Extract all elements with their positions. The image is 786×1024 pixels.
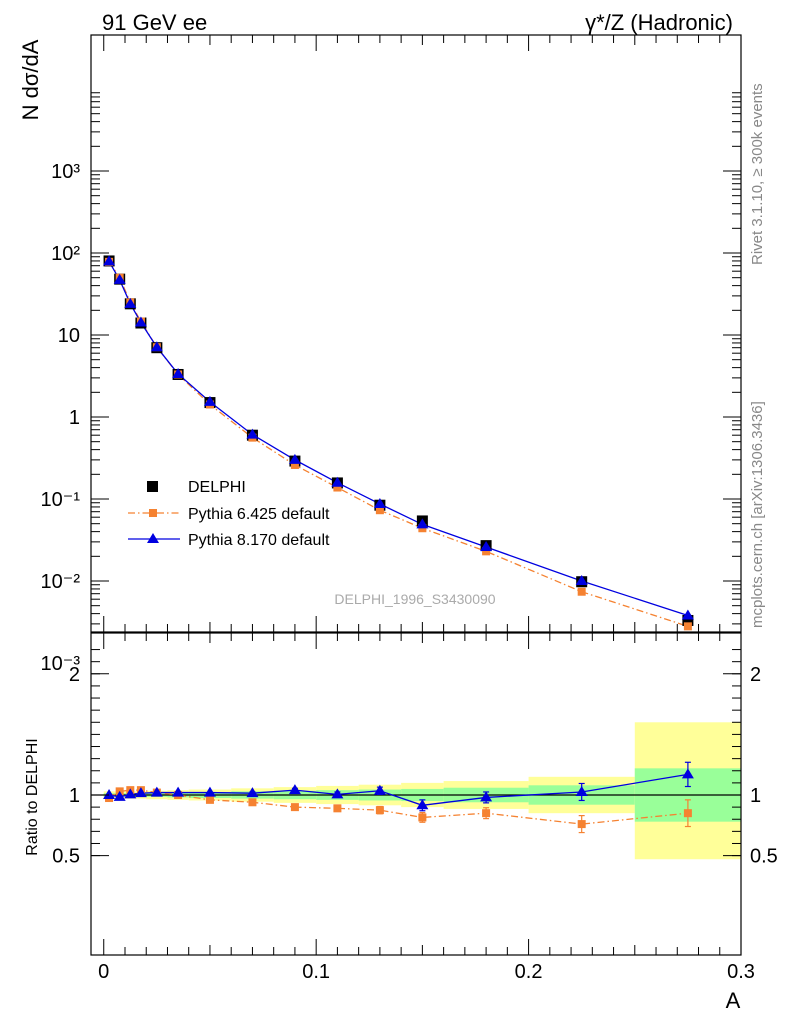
data-point-pythia8 — [331, 476, 344, 487]
x-tick-label: 0 — [98, 961, 109, 983]
y-axis-label-main: N dσ/dA — [18, 39, 43, 120]
ratio-point-pythia8 — [103, 789, 116, 799]
ratio-point-pythia6 — [333, 804, 342, 813]
series-line-pythia6 — [108, 261, 689, 627]
data-point-pythia8 — [172, 367, 185, 378]
x-axis-label: A — [726, 988, 741, 1013]
data-point-pythia8 — [373, 497, 386, 508]
main-panel-frame — [90, 34, 742, 633]
ratio-y-tick-label-right: 2 — [750, 664, 761, 686]
main-panel: 10⁻³ 10⁻² 10⁻¹ 1 10 10² 10³ N dσ/dA DELPHI_199… — [18, 34, 742, 675]
legend-label-pythia6: Pythia 6.425 default — [188, 506, 330, 523]
ratio-point-pythia8 — [134, 787, 147, 798]
ratio-point-pythia8 — [203, 786, 216, 797]
ratio-point-pythia8 — [113, 790, 126, 801]
x-tick-label: 0.2 — [515, 961, 543, 983]
ratio-point-pythia8 — [681, 768, 694, 779]
y-tick-label-main: 10³ — [51, 161, 80, 183]
ratio-y-tick-label-left: 1 — [69, 785, 80, 807]
data-point-pythia8 — [681, 609, 694, 620]
legend: DELPHI Pythia 6.425 default Pythia 8.170… — [128, 479, 330, 549]
legend-marker-delphi — [147, 481, 158, 492]
data-point-pythia6 — [290, 460, 299, 469]
ratio-point-pythia6 — [577, 820, 586, 829]
y-tick-label-main: 10⁻² — [41, 571, 81, 593]
data-point-pythia6 — [333, 483, 342, 492]
data-point-pythia8 — [416, 518, 429, 529]
data-point-pythia6 — [375, 506, 384, 515]
data-point-pythia6 — [482, 547, 491, 556]
y-tick-label-main: 10⁻¹ — [41, 489, 81, 511]
ratio-point-pythia6 — [482, 809, 491, 818]
y-tick-label-main: 10² — [51, 243, 80, 265]
ratio-point-pythia8 — [288, 784, 301, 795]
legend-label-pythia8: Pythia 8.170 default — [188, 532, 330, 549]
y-tick-label-main: 10 — [58, 325, 80, 347]
legend-label-delphi: DELPHI — [188, 479, 246, 496]
ratio-point-pythia8 — [172, 786, 185, 797]
data-point-pythia8 — [134, 316, 147, 327]
y-tick-label-main: 10⁻³ — [41, 653, 81, 675]
ratio-y-tick-label-left: 2 — [69, 664, 80, 686]
ratio-point-pythia6 — [375, 806, 384, 815]
mcplots-label: mcplots.cern.ch [arXiv:1306.3436] — [749, 401, 766, 628]
data-point-pythia8 — [480, 540, 493, 551]
ratio-y-tick-label-right: 0.5 — [750, 846, 778, 868]
ratio-point-pythia8 — [331, 788, 344, 799]
data-point-pythia8 — [150, 341, 163, 352]
x-tick-label: 0.1 — [302, 961, 330, 983]
ratio-point-pythia8 — [373, 784, 386, 795]
ratio-point-pythia8 — [150, 786, 163, 797]
ratio-panel: 0.5 0.5 1 1 2 2 0 0.1 0.2 0.3 Ratio to DELPHI A — [24, 632, 778, 1013]
data-point-delphi — [682, 614, 694, 626]
data-point-pythia8 — [203, 395, 216, 406]
ratio-y-tick-label-right: 1 — [750, 785, 761, 807]
ratio-point-pythia8 — [575, 785, 588, 796]
chart-title-left: 91 GeV ee — [102, 10, 207, 35]
data-point-pythia8 — [124, 297, 137, 308]
ratio-point-pythia6 — [683, 809, 692, 818]
legend-marker-pythia6 — [149, 509, 157, 517]
data-point-pythia8 — [246, 428, 259, 439]
ratio-y-tick-label-left: 0.5 — [52, 846, 80, 868]
ratio-point-pythia8 — [480, 791, 493, 802]
series-line-pythia8 — [108, 261, 689, 617]
analysis-watermark: DELPHI_1996_S3430090 — [334, 591, 495, 607]
legend-marker-pythia8 — [147, 533, 159, 543]
data-point-pythia8 — [103, 255, 116, 266]
y-axis-label-ratio: Ratio to DELPHI — [24, 738, 41, 855]
x-tick-label: 0.3 — [727, 961, 755, 983]
ratio-point-pythia8 — [246, 787, 259, 798]
y-tick-label-main: 1 — [69, 407, 80, 429]
data-point-pythia6 — [683, 622, 692, 631]
ratio-point-pythia6 — [418, 813, 427, 822]
ratio-point-pythia6 — [290, 803, 299, 812]
ratio-panel-frame — [90, 632, 742, 956]
data-point-pythia8 — [113, 273, 126, 284]
ratio-point-pythia6 — [205, 795, 214, 804]
data-point-pythia8 — [575, 575, 588, 585]
data-point-pythia6 — [577, 587, 586, 596]
ratio-point-pythia8 — [416, 799, 429, 810]
chart-title-right: γ*/Z (Hadronic) — [585, 10, 733, 35]
data-point-pythia8 — [288, 453, 301, 464]
rivet-version-label: Rivet 3.1.10, ≥ 300k events — [749, 83, 766, 265]
ratio-point-pythia6 — [248, 798, 257, 807]
ratio-point-pythia8 — [124, 788, 137, 799]
